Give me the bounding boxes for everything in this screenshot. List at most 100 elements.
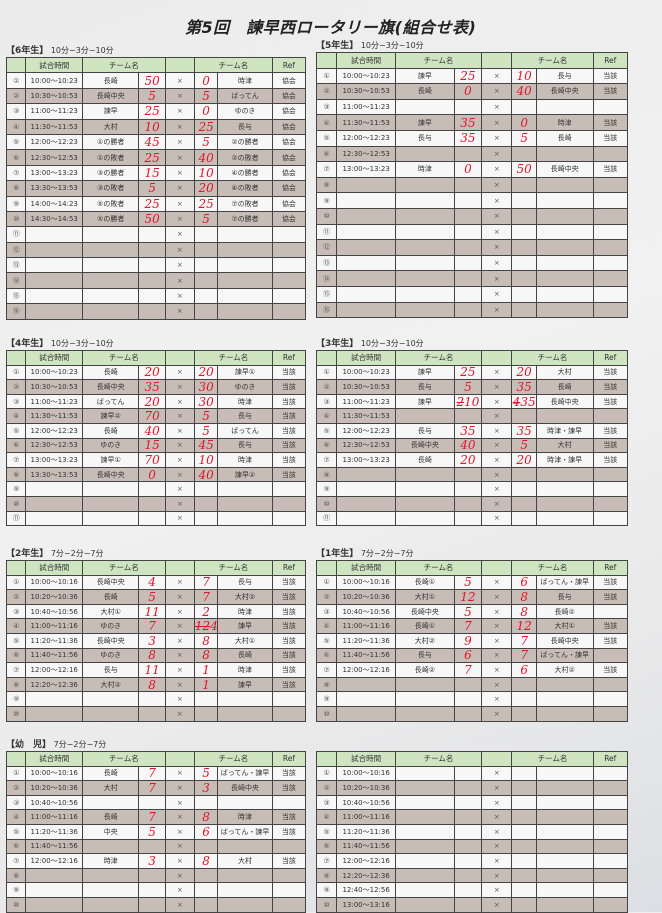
versus-mark: × [164, 103, 195, 120]
match-number: ⑮ [315, 285, 338, 303]
match-time [25, 882, 83, 898]
match-number: ⑤ [5, 133, 27, 151]
team2-name [217, 481, 273, 497]
team1-name [81, 705, 140, 722]
score-value: 8 [202, 853, 210, 868]
team1-score [138, 882, 166, 898]
team2-name: 大村 [535, 364, 594, 381]
match-number: ⑩ [315, 207, 338, 225]
match-row: ⑦ 13:00〜13:23 ③の勝者 15 × 10 ④の勝者 協会 [5, 164, 307, 182]
team1-score [138, 481, 166, 497]
match-time: 12:00〜12:23 [336, 422, 396, 439]
score-value: 0 [202, 73, 210, 88]
team1-score [453, 809, 483, 825]
match-number: ⑫ [5, 241, 27, 259]
score-value: 10 [144, 119, 160, 134]
match-time: 12:20〜12:36 [25, 676, 83, 693]
match-number: ⑭ [5, 272, 27, 289]
referee: 協会 [271, 103, 307, 120]
score-value: 70 [144, 452, 160, 467]
score-value: 7 [202, 575, 210, 590]
referee [592, 192, 629, 209]
section-label: 【5年生】 10分−3分−10分 [316, 41, 628, 51]
versus-mark: × [481, 589, 513, 605]
team2-name [535, 285, 594, 303]
match-number: ② [5, 379, 27, 395]
team1-name: 長崎中央 [81, 466, 140, 483]
team2-name: ばってん [217, 422, 273, 439]
team2-name: 長与 [217, 408, 273, 424]
match-number: ① [315, 67, 338, 85]
team1-score: 70 [138, 408, 166, 424]
header-no [5, 56, 27, 74]
team1-score [453, 301, 483, 319]
versus-mark: × [164, 133, 195, 151]
table-header: 試合時間 チーム名 チーム名 Ref [5, 560, 307, 576]
team1-name: 大村 [81, 780, 140, 796]
match-time: 11:30〜11:53 [25, 118, 83, 135]
match-time [336, 301, 396, 319]
match-number: ⑯ [5, 303, 27, 320]
team2-score [193, 896, 219, 913]
versus-mark: × [164, 195, 195, 212]
team2-score: 5 [511, 129, 537, 147]
team2-score [511, 301, 537, 319]
team1-score: 25 [138, 195, 166, 212]
match-time [25, 510, 83, 527]
match-time: 12:40〜12:56 [336, 882, 396, 898]
score-value: 7 [520, 633, 528, 648]
team1-name: 長崎 [81, 422, 140, 439]
match-number: ③ [5, 603, 27, 620]
team1-name [395, 705, 455, 722]
team1-name: 長崎中央 [395, 603, 455, 620]
header-no [315, 751, 338, 767]
match-time [336, 691, 396, 707]
score-value: 9 [464, 633, 472, 648]
versus-mark: × [481, 254, 513, 272]
match-row: ⑨ × [5, 691, 307, 707]
referee [592, 647, 629, 664]
match-number: ③ [315, 603, 338, 620]
score-value: 20 [144, 394, 160, 409]
header-team2: チーム名 [511, 560, 594, 576]
team2-score: 20 [193, 180, 219, 197]
match-time: 12:00〜12:16 [25, 662, 83, 678]
team2-score [511, 882, 537, 898]
match-time [25, 241, 83, 259]
match-format: 7分−2分−7分 [360, 549, 414, 558]
match-row: ② 10:20〜10:36 大村① 12 × 8 長与 当該 [315, 589, 629, 605]
section-title: 【5年生】 [316, 41, 359, 51]
score-value: 7 [148, 810, 156, 825]
match-number: ⑧ [5, 676, 27, 693]
referee [592, 780, 629, 796]
team2-score [511, 765, 537, 782]
team1-score [453, 780, 483, 796]
team2-name [535, 853, 594, 869]
team2-score: 20 [193, 364, 219, 381]
score-value: 5 [148, 88, 156, 103]
match-row: ⑦ 12:00〜12:16 時津 3 × 8 大村 当該 [5, 853, 307, 869]
versus-mark: × [164, 618, 195, 634]
versus-mark: × [481, 114, 513, 131]
match-number: ⑨ [315, 192, 338, 209]
match-time: 10:00〜10:23 [336, 67, 396, 85]
team1-score [453, 838, 483, 855]
team2-score [511, 176, 537, 194]
team1-score: 70 [138, 452, 166, 468]
team2-name: ばってん・諫早 [535, 647, 594, 664]
score-value: 8 [148, 648, 156, 663]
referee: 当該 [592, 67, 629, 85]
referee [592, 794, 629, 811]
team2-name: 諫早 [217, 676, 273, 693]
section-g1: 【1年生】 7分−2分−7分 試合時間 チーム名 チーム名 Ref ① 10:00〜10:1… [315, 549, 629, 722]
match-number: ④ [5, 118, 27, 135]
team1-name: ゆのき [81, 647, 140, 664]
team1-score: 0 [453, 161, 483, 178]
match-time: 12:30〜12:53 [336, 145, 396, 163]
team1-name: 諫早 [395, 364, 455, 381]
section-title: 【4年生】 [6, 339, 49, 349]
match-time: 10:00〜10:16 [336, 765, 396, 782]
score-value: 45 [198, 438, 214, 453]
team2-score: 7 [193, 589, 219, 605]
match-number: ⑪ [315, 510, 338, 527]
